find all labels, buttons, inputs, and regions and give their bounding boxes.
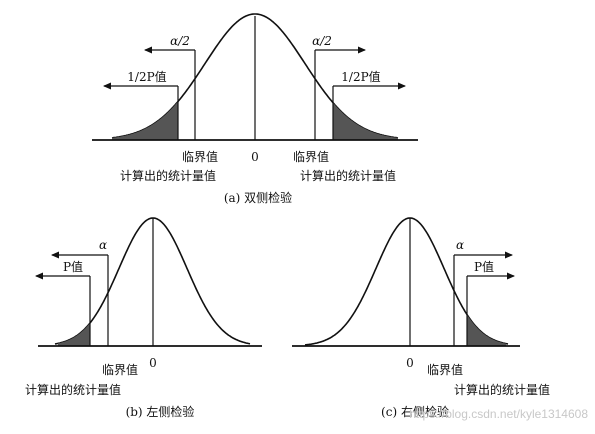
alpha-label: α <box>99 238 107 252</box>
watermark: https://blog.csdn.net/kyle1314608 <box>409 407 588 421</box>
left-tail-shade <box>58 323 90 346</box>
left-tail-shade <box>112 101 178 140</box>
stat-label-left: 计算出的统计量值 <box>120 168 216 183</box>
zero-label: 0 <box>149 356 157 370</box>
stat-label: 计算出的统计量值 <box>25 382 121 397</box>
panel-right-sided: α P值 0 临界值 计算出的统计量值 (c) 右侧检验 <box>292 217 550 419</box>
panel-caption: (c) 右侧检验 <box>381 404 449 419</box>
alpha-half-label-left: α/2 <box>170 34 190 48</box>
p-half-label-right: 1/2P值 <box>341 69 380 84</box>
alpha-label: α <box>456 238 464 252</box>
p-label: P值 <box>474 259 494 274</box>
stat-label: 计算出的统计量值 <box>454 382 550 397</box>
critical-label-left: 临界值 <box>182 149 218 164</box>
p-label: P值 <box>63 259 83 274</box>
right-tail-shade <box>467 314 506 346</box>
critical-label: 临界值 <box>427 362 463 377</box>
p-half-label-left: 1/2P值 <box>127 69 166 84</box>
panel-caption: (b) 左侧检验 <box>126 404 195 419</box>
panel-left-sided: α P值 0 临界值 计算出的统计量值 (b) 左侧检验 <box>25 217 262 419</box>
alpha-half-label-right: α/2 <box>312 34 332 48</box>
panel-two-sided: α/2 α/2 1/2P值 1/2P值 0 临界值 临界值 计算出的统计量值 计… <box>92 13 418 205</box>
right-tail-shade <box>333 102 398 140</box>
normal-curve <box>304 217 509 346</box>
panel-caption: (a) 双侧检验 <box>224 190 292 205</box>
critical-label-right: 临界值 <box>293 149 329 164</box>
critical-label: 临界值 <box>102 362 138 377</box>
zero-label: 0 <box>406 356 414 370</box>
zero-label: 0 <box>251 150 259 164</box>
stat-label-right: 计算出的统计量值 <box>300 168 396 183</box>
